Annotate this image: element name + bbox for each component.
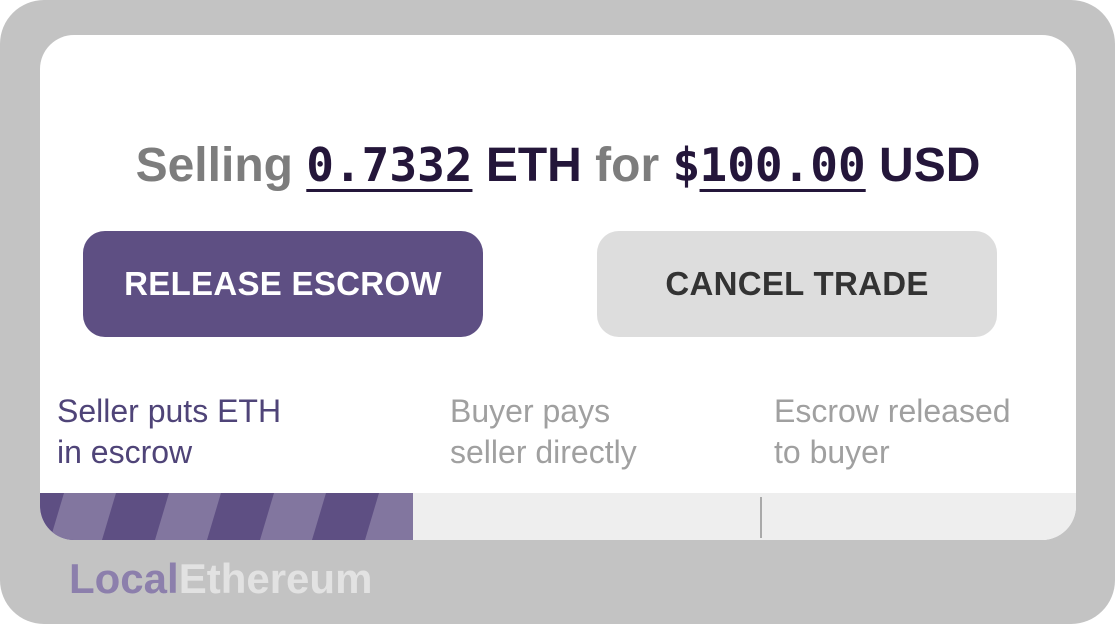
step-line: Seller puts ETH: [57, 393, 282, 429]
release-escrow-button[interactable]: RELEASE ESCROW: [83, 231, 483, 337]
progress-stripe: [365, 493, 413, 540]
selling-word: Selling: [135, 139, 293, 192]
brand-ethereum: Ethereum: [178, 555, 373, 602]
step-line: Buyer pays: [450, 393, 611, 429]
brand-logo: LocalEthereum: [69, 553, 372, 605]
progress-stripe: [155, 493, 221, 540]
progress-fill: [40, 493, 413, 540]
fiat-amount: 100.00: [699, 138, 866, 192]
progress-track: [40, 493, 1076, 540]
trade-headline: Selling 0.7332 ETH for $ 100.00 USD: [40, 135, 1076, 196]
eth-unit: ETH: [485, 139, 582, 192]
step-line: in escrow: [57, 434, 193, 470]
step-escrow-released: Escrow released to buyer: [774, 391, 1076, 473]
step-line: to buyer: [774, 434, 890, 470]
step-line: seller directly: [450, 434, 637, 470]
cancel-trade-button[interactable]: CANCEL TRADE: [597, 231, 997, 337]
eth-amount: 0.7332: [306, 138, 473, 192]
trade-card: Selling 0.7332 ETH for $ 100.00 USD RELE…: [40, 35, 1076, 540]
for-word: for: [595, 139, 660, 192]
progress-stripe: [260, 493, 326, 540]
usd-unit: USD: [879, 139, 981, 192]
currency-symbol: $: [672, 138, 701, 192]
step-buyer-pays: Buyer pays seller directly: [450, 391, 770, 473]
progress-stripes: [40, 493, 413, 540]
step-line: Escrow released: [774, 393, 1011, 429]
progress-stripe: [50, 493, 116, 540]
brand-local: Local: [69, 555, 179, 602]
step-seller-escrow: Seller puts ETH in escrow: [57, 391, 377, 473]
progress-divider: [760, 497, 762, 538]
